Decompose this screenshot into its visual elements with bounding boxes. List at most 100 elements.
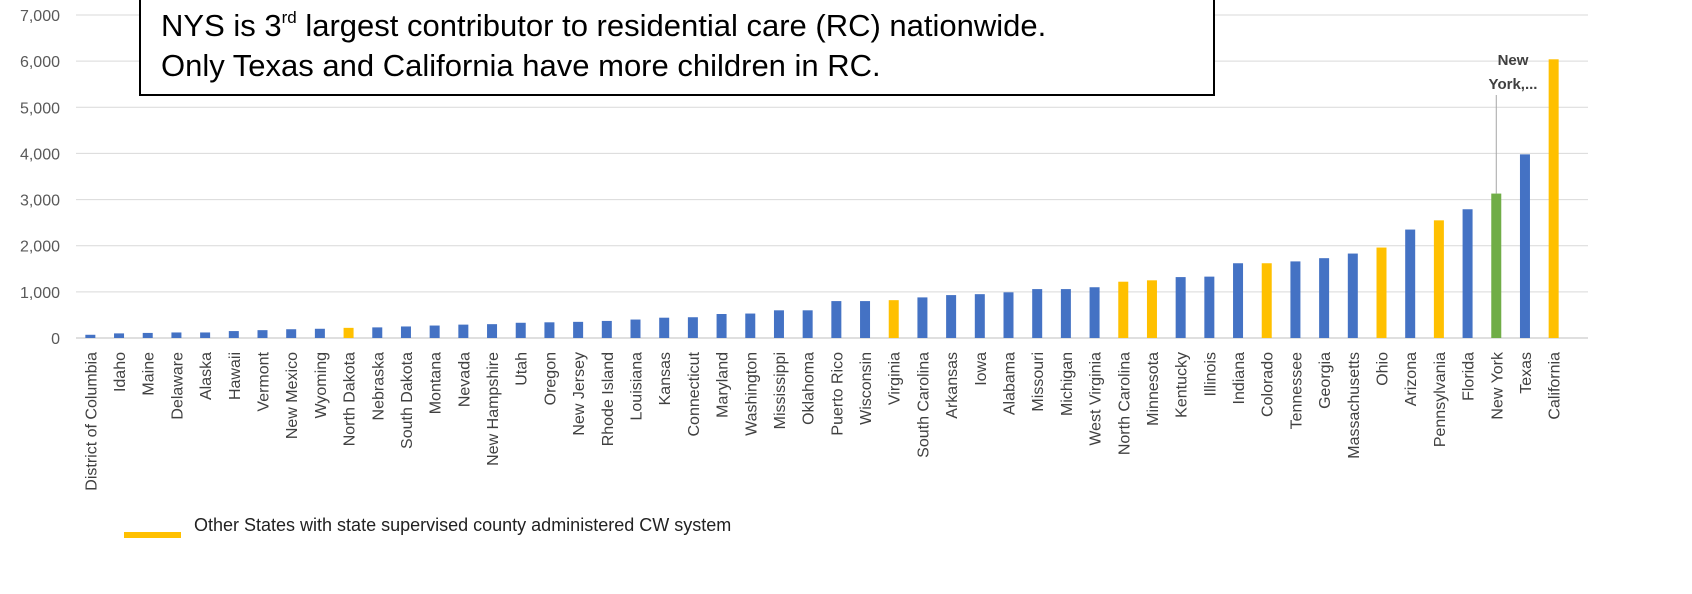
bar xyxy=(1118,281,1129,338)
bar xyxy=(1462,209,1473,338)
bar xyxy=(1032,289,1043,338)
x-tick-label: Rhode Island xyxy=(600,352,617,446)
x-tick-label: Maine xyxy=(141,352,158,396)
bar xyxy=(257,330,268,338)
x-axis: District of Columbia Idaho Maine Delaware Al… xyxy=(83,351,1563,491)
x-tick-label: Vermont xyxy=(256,351,273,411)
bar xyxy=(888,300,899,338)
bar xyxy=(171,332,182,338)
bar xyxy=(400,326,411,338)
x-tick-label: Indiana xyxy=(1231,352,1248,405)
x-tick-label: California xyxy=(1547,352,1564,420)
x-tick-label: New Jersey xyxy=(571,352,588,436)
x-tick-label: Puerto Rico xyxy=(829,352,846,436)
x-tick-label: Texas xyxy=(1518,352,1535,394)
x-tick-label: West Virginia xyxy=(1088,352,1105,446)
x-tick-label: Wyoming xyxy=(313,352,330,419)
legend-label: Other States with state supervised count… xyxy=(194,515,732,535)
bar xyxy=(1060,289,1071,338)
x-tick-label: Nevada xyxy=(456,352,473,407)
data-label: New xyxy=(1498,52,1529,69)
x-tick-label: Kentucky xyxy=(1174,352,1191,418)
x-tick-label: Delaware xyxy=(169,352,186,420)
x-tick-label: Georgia xyxy=(1317,352,1334,409)
x-tick-label: Oklahoma xyxy=(801,352,818,425)
x-tick-label: Michigan xyxy=(1059,352,1076,416)
bar xyxy=(1003,292,1014,338)
x-tick-label: South Carolina xyxy=(915,352,932,458)
bar xyxy=(372,327,383,338)
bar xyxy=(314,328,325,338)
bar xyxy=(544,322,555,338)
x-tick-label: Iowa xyxy=(973,352,990,386)
callout-line-2: Only Texas and California have more chil… xyxy=(161,48,881,83)
bar xyxy=(1233,263,1244,338)
x-tick-label: District of Columbia xyxy=(83,352,100,491)
bar xyxy=(228,331,239,338)
x-tick-label: Louisiana xyxy=(629,352,646,421)
bar xyxy=(831,301,842,338)
bar xyxy=(946,295,957,338)
x-tick-label: Montana xyxy=(428,352,445,414)
bar xyxy=(1204,276,1215,338)
bar xyxy=(745,313,756,338)
y-tick-label: 4,000 xyxy=(20,146,60,163)
x-tick-label: Washington xyxy=(743,352,760,436)
callout-superscript: rd xyxy=(281,8,297,27)
bar xyxy=(458,324,469,338)
bar xyxy=(1319,258,1330,338)
annotations: New York,... xyxy=(1489,52,1537,194)
y-tick-label: 5,000 xyxy=(20,100,60,117)
x-tick-label: Alabama xyxy=(1002,352,1019,415)
bar xyxy=(429,325,440,338)
bars xyxy=(85,59,1559,338)
x-tick-label: Florida xyxy=(1461,352,1478,401)
bar xyxy=(1175,277,1186,338)
x-tick-label: Colorado xyxy=(1260,352,1277,417)
bar xyxy=(716,314,727,338)
y-tick-label: 6,000 xyxy=(20,54,60,71)
legend-swatch xyxy=(124,532,181,538)
x-tick-label: Kansas xyxy=(657,352,674,405)
bar xyxy=(487,324,498,338)
bar xyxy=(1491,193,1502,338)
y-tick-label: 2,000 xyxy=(20,239,60,256)
y-tick-label: 1,000 xyxy=(20,285,60,302)
callout-text: NYS is 3 xyxy=(161,8,282,43)
bar xyxy=(974,294,985,338)
bar xyxy=(1433,220,1444,338)
bar xyxy=(1519,154,1530,338)
x-tick-label: Maryland xyxy=(715,352,732,418)
bar xyxy=(1548,59,1559,338)
bar xyxy=(286,329,297,338)
bar xyxy=(687,317,698,338)
bar xyxy=(1146,280,1157,338)
callout-text: largest contributor to residential care … xyxy=(296,8,1047,43)
x-tick-label: Missouri xyxy=(1030,352,1047,412)
x-tick-label: Utah xyxy=(514,352,531,386)
bar xyxy=(142,332,153,338)
x-tick-label: Connecticut xyxy=(686,351,703,436)
x-tick-label: Wisconsin xyxy=(858,352,875,425)
x-tick-label: Minnesota xyxy=(1145,352,1162,426)
bar xyxy=(659,317,670,338)
x-tick-label: Oregon xyxy=(542,352,559,405)
x-tick-label: Pennsylvania xyxy=(1432,352,1449,447)
x-tick-label: Arizona xyxy=(1403,352,1420,406)
x-tick-label: Nebraska xyxy=(370,352,387,421)
bar xyxy=(1290,261,1301,338)
bar xyxy=(573,321,584,338)
x-tick-label: Idaho xyxy=(112,352,129,392)
legend: Other States with state supervised count… xyxy=(124,512,804,594)
bar xyxy=(1261,263,1272,338)
bar xyxy=(1089,287,1100,338)
x-tick-label: South Dakota xyxy=(399,352,416,449)
bar xyxy=(802,310,813,338)
x-tick-label: New Hampshire xyxy=(485,352,502,466)
x-tick-label: Massachusetts xyxy=(1346,352,1363,459)
bar xyxy=(114,333,125,338)
y-tick-label: 3,000 xyxy=(20,193,60,210)
x-tick-label: Alaska xyxy=(198,352,215,400)
x-tick-label: New Mexico xyxy=(284,352,301,439)
x-tick-label: North Dakota xyxy=(342,352,359,446)
